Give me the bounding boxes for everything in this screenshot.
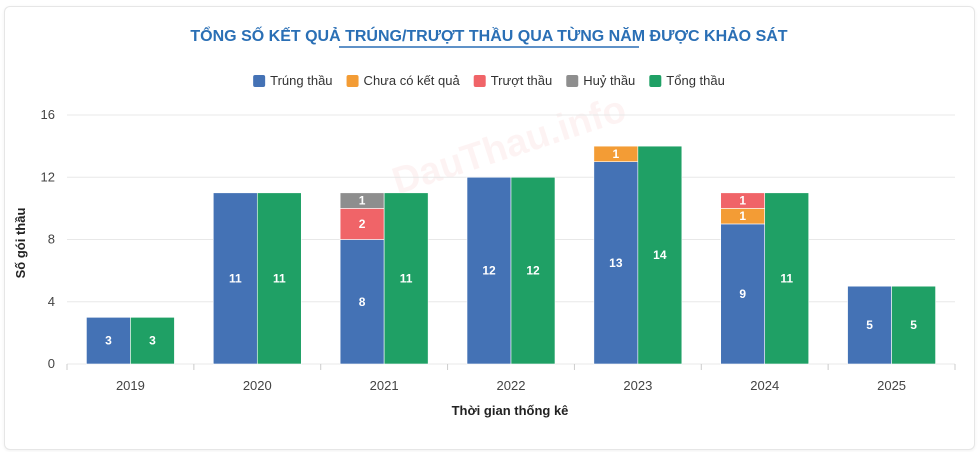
bar-label: 13	[609, 256, 623, 270]
legend-swatch	[346, 75, 359, 87]
bar-chart: DauThau.info TỔNG SỐ KẾT QUẢ TRÚNG/TRƯỢT…	[13, 25, 956, 418]
bar-tong-thau-2019	[130, 317, 175, 365]
bar-tong-thau-2021	[383, 192, 429, 365]
legend-label: Tổng thầu	[666, 73, 725, 88]
bar-truot-thau-2021	[339, 208, 385, 240]
legend-label: Trượt thầu	[491, 73, 553, 88]
bar-label: 11	[400, 271, 413, 285]
legend-label: Chưa có kết quả	[364, 73, 461, 88]
bar-label: 3	[105, 334, 112, 348]
bar-tong-thau-2023	[637, 145, 683, 365]
y-tick-label: 0	[48, 356, 55, 371]
x-tick-label: 2023	[623, 378, 652, 393]
bar-label: 11	[229, 271, 242, 285]
legend-item-tong-thau[interactable]: Tổng thầu	[649, 73, 725, 88]
bar-tong-thau-2025	[891, 285, 936, 365]
bar-tong-thau-2020	[256, 192, 302, 365]
bar-label: 5	[866, 318, 873, 332]
bar-label: 1	[739, 194, 746, 208]
y-tick-label: 8	[48, 232, 55, 247]
x-axis-title: Thời gian thống kê	[452, 403, 569, 418]
bar-label: 8	[359, 295, 366, 309]
bar-label: 5	[910, 318, 917, 332]
y-tick-label: 12	[41, 169, 55, 184]
legend: Trúng thầu Chưa có kết quả Trượt thầu Huỷ t…	[253, 73, 725, 88]
legend-swatch	[473, 75, 486, 87]
chart-card: DauThau.info TỔNG SỐ KẾT QUẢ TRÚNG/TRƯỢT…	[4, 6, 975, 450]
legend-swatch	[649, 75, 662, 87]
y-axis-title: Số gói thầu	[13, 208, 28, 279]
legend-label: Huỷ thầu	[583, 73, 635, 88]
legend-item-huy-thau[interactable]: Huỷ thầu	[566, 73, 635, 88]
x-axis-ticks: 2019 2020 2021 2022 2023 2024 2025	[66, 364, 956, 393]
y-axis-ticks: 0 4 8 12 16	[41, 107, 55, 371]
bar-trung-thau-2019	[86, 317, 131, 365]
bar-label: 14	[653, 248, 667, 262]
x-tick-label: 2022	[497, 378, 526, 393]
bar-label: 1	[359, 194, 366, 208]
legend-swatch	[566, 75, 579, 87]
legend-item-chua-co-ket-qua[interactable]: Chưa có kết quả	[346, 73, 461, 88]
y-tick-label: 4	[48, 294, 55, 309]
x-tick-label: 2020	[243, 378, 272, 393]
bar-label: 1	[613, 147, 620, 161]
bar-trung-thau-2020	[212, 192, 258, 365]
bar-label: 12	[482, 264, 496, 278]
bar-label: 12	[526, 264, 540, 278]
bar-label: 3	[149, 334, 156, 348]
bar-trung-thau-2022	[466, 176, 512, 365]
bar-tong-thau-2022	[510, 176, 556, 365]
bar-label: 11	[273, 271, 286, 285]
legend-item-trung-thau[interactable]: Trúng thầu	[253, 73, 333, 88]
legend-swatch	[253, 75, 266, 87]
x-tick-label: 2019	[116, 378, 145, 393]
legend-item-truot-thau[interactable]: Trượt thầu	[473, 73, 553, 88]
y-tick-label: 16	[41, 107, 55, 122]
chart-title: TỔNG SỐ KẾT QUẢ TRÚNG/TRƯỢT THẦU QUA TỪN…	[190, 25, 787, 45]
bar-label: 1	[739, 209, 746, 223]
bar-label: 11	[780, 271, 793, 285]
x-tick-label: 2021	[370, 378, 399, 393]
x-tick-label: 2024	[750, 378, 779, 393]
legend-label: Trúng thầu	[270, 73, 332, 88]
x-tick-label: 2025	[877, 378, 906, 393]
bar-label: 9	[739, 287, 746, 301]
bar-trung-thau-2025	[847, 285, 892, 365]
bar-label: 2	[359, 217, 366, 231]
bar-trung-thau-2023	[593, 161, 639, 365]
bar-tong-thau-2024	[764, 192, 810, 365]
